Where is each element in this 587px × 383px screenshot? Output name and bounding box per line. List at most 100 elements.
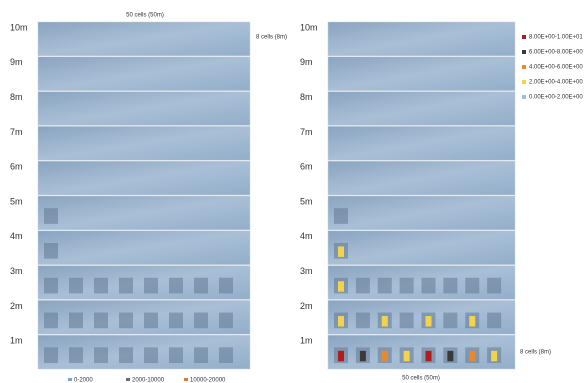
pattern (69, 347, 83, 363)
slice (38, 57, 250, 91)
slice (328, 231, 515, 265)
pattern (422, 278, 436, 294)
bottom-label: 50 cells (50m) (402, 376, 440, 382)
slice (328, 22, 515, 56)
pattern (334, 208, 348, 224)
legend-label: 6.00E+00-8.00E+00 (529, 50, 583, 56)
pattern (94, 278, 108, 294)
height-label: 3m (300, 266, 313, 276)
height-label: 9m (300, 57, 313, 67)
slice (328, 196, 515, 230)
top-label: 50 cells (50m) (126, 13, 164, 19)
slice (328, 57, 515, 91)
height-label: 9m (10, 57, 23, 67)
legend-label: 10000-20000 (190, 378, 226, 383)
height-label: 8m (300, 92, 313, 102)
block (338, 281, 344, 291)
pattern (44, 243, 58, 259)
slice (328, 126, 515, 160)
pattern (219, 347, 233, 363)
block (404, 351, 410, 361)
height-label: 1m (10, 336, 23, 346)
height-label: 6m (10, 162, 23, 172)
height-label: 4m (300, 231, 313, 241)
block (382, 351, 388, 361)
block (338, 351, 344, 361)
legend-swatch (184, 378, 188, 381)
pattern (487, 313, 501, 329)
pattern (400, 278, 414, 294)
pattern (356, 313, 370, 329)
legend-swatch (522, 95, 526, 99)
legend-label: 0-2000 (74, 378, 93, 383)
slice (38, 196, 250, 230)
side-label: 8 cells (8m) (520, 350, 551, 356)
height-label: 2m (10, 301, 23, 311)
block (360, 351, 366, 361)
slice (38, 231, 250, 265)
legend-swatch (522, 50, 526, 54)
height-label: 1m (300, 336, 313, 346)
pattern (194, 347, 208, 363)
slice (38, 161, 250, 195)
legend-swatch (522, 65, 526, 69)
block (382, 316, 388, 326)
pattern (144, 278, 158, 294)
legend-swatch (68, 378, 72, 381)
pattern (94, 347, 108, 363)
block (338, 246, 344, 256)
slice (38, 22, 250, 56)
pattern (356, 278, 370, 294)
pattern (44, 278, 58, 294)
legend-label: 4.00E+00-6.00E+00 (529, 65, 583, 71)
figure: 50 cells (50m) 8 cells (8m) 50 cells (50… (0, 0, 587, 383)
height-label: 5m (300, 196, 313, 206)
height-label: 7m (300, 127, 313, 137)
pattern (194, 278, 208, 294)
block (447, 351, 453, 361)
pattern (378, 278, 392, 294)
side-label: 8 cells (8m) (256, 35, 287, 41)
slice (38, 126, 250, 160)
legend-label: 0.00E+00-2.00E+00 (529, 95, 583, 101)
height-label: 10m (10, 22, 28, 32)
block (469, 316, 475, 326)
legend-swatch (522, 35, 526, 39)
height-label: 6m (300, 162, 313, 172)
height-label: 3m (10, 266, 23, 276)
pattern (443, 313, 457, 329)
pattern (44, 313, 58, 329)
pattern (44, 208, 58, 224)
pattern (169, 313, 183, 329)
slice (38, 92, 250, 126)
height-label: 2m (300, 301, 313, 311)
pattern (443, 278, 457, 294)
pattern (169, 347, 183, 363)
pattern (69, 278, 83, 294)
height-label: 8m (10, 92, 23, 102)
height-label: 10m (300, 22, 318, 32)
legend-swatch (522, 80, 526, 84)
pattern (487, 278, 501, 294)
height-label: 5m (10, 196, 23, 206)
slice (328, 161, 515, 195)
legend-swatch (126, 378, 130, 381)
block (426, 351, 432, 361)
pattern (69, 313, 83, 329)
pattern (465, 278, 479, 294)
block (491, 351, 497, 361)
slice (328, 92, 515, 126)
block (426, 316, 432, 326)
pattern (194, 313, 208, 329)
block (469, 351, 475, 361)
pattern (144, 313, 158, 329)
pattern (219, 313, 233, 329)
pattern (119, 313, 133, 329)
pattern (44, 347, 58, 363)
pattern (400, 313, 414, 329)
pattern (144, 347, 158, 363)
legend-label: 8.00E+00-1.00E+01 (529, 35, 583, 41)
legend-label: 2000-10000 (132, 378, 165, 383)
height-label: 7m (10, 127, 23, 137)
block (338, 316, 344, 326)
